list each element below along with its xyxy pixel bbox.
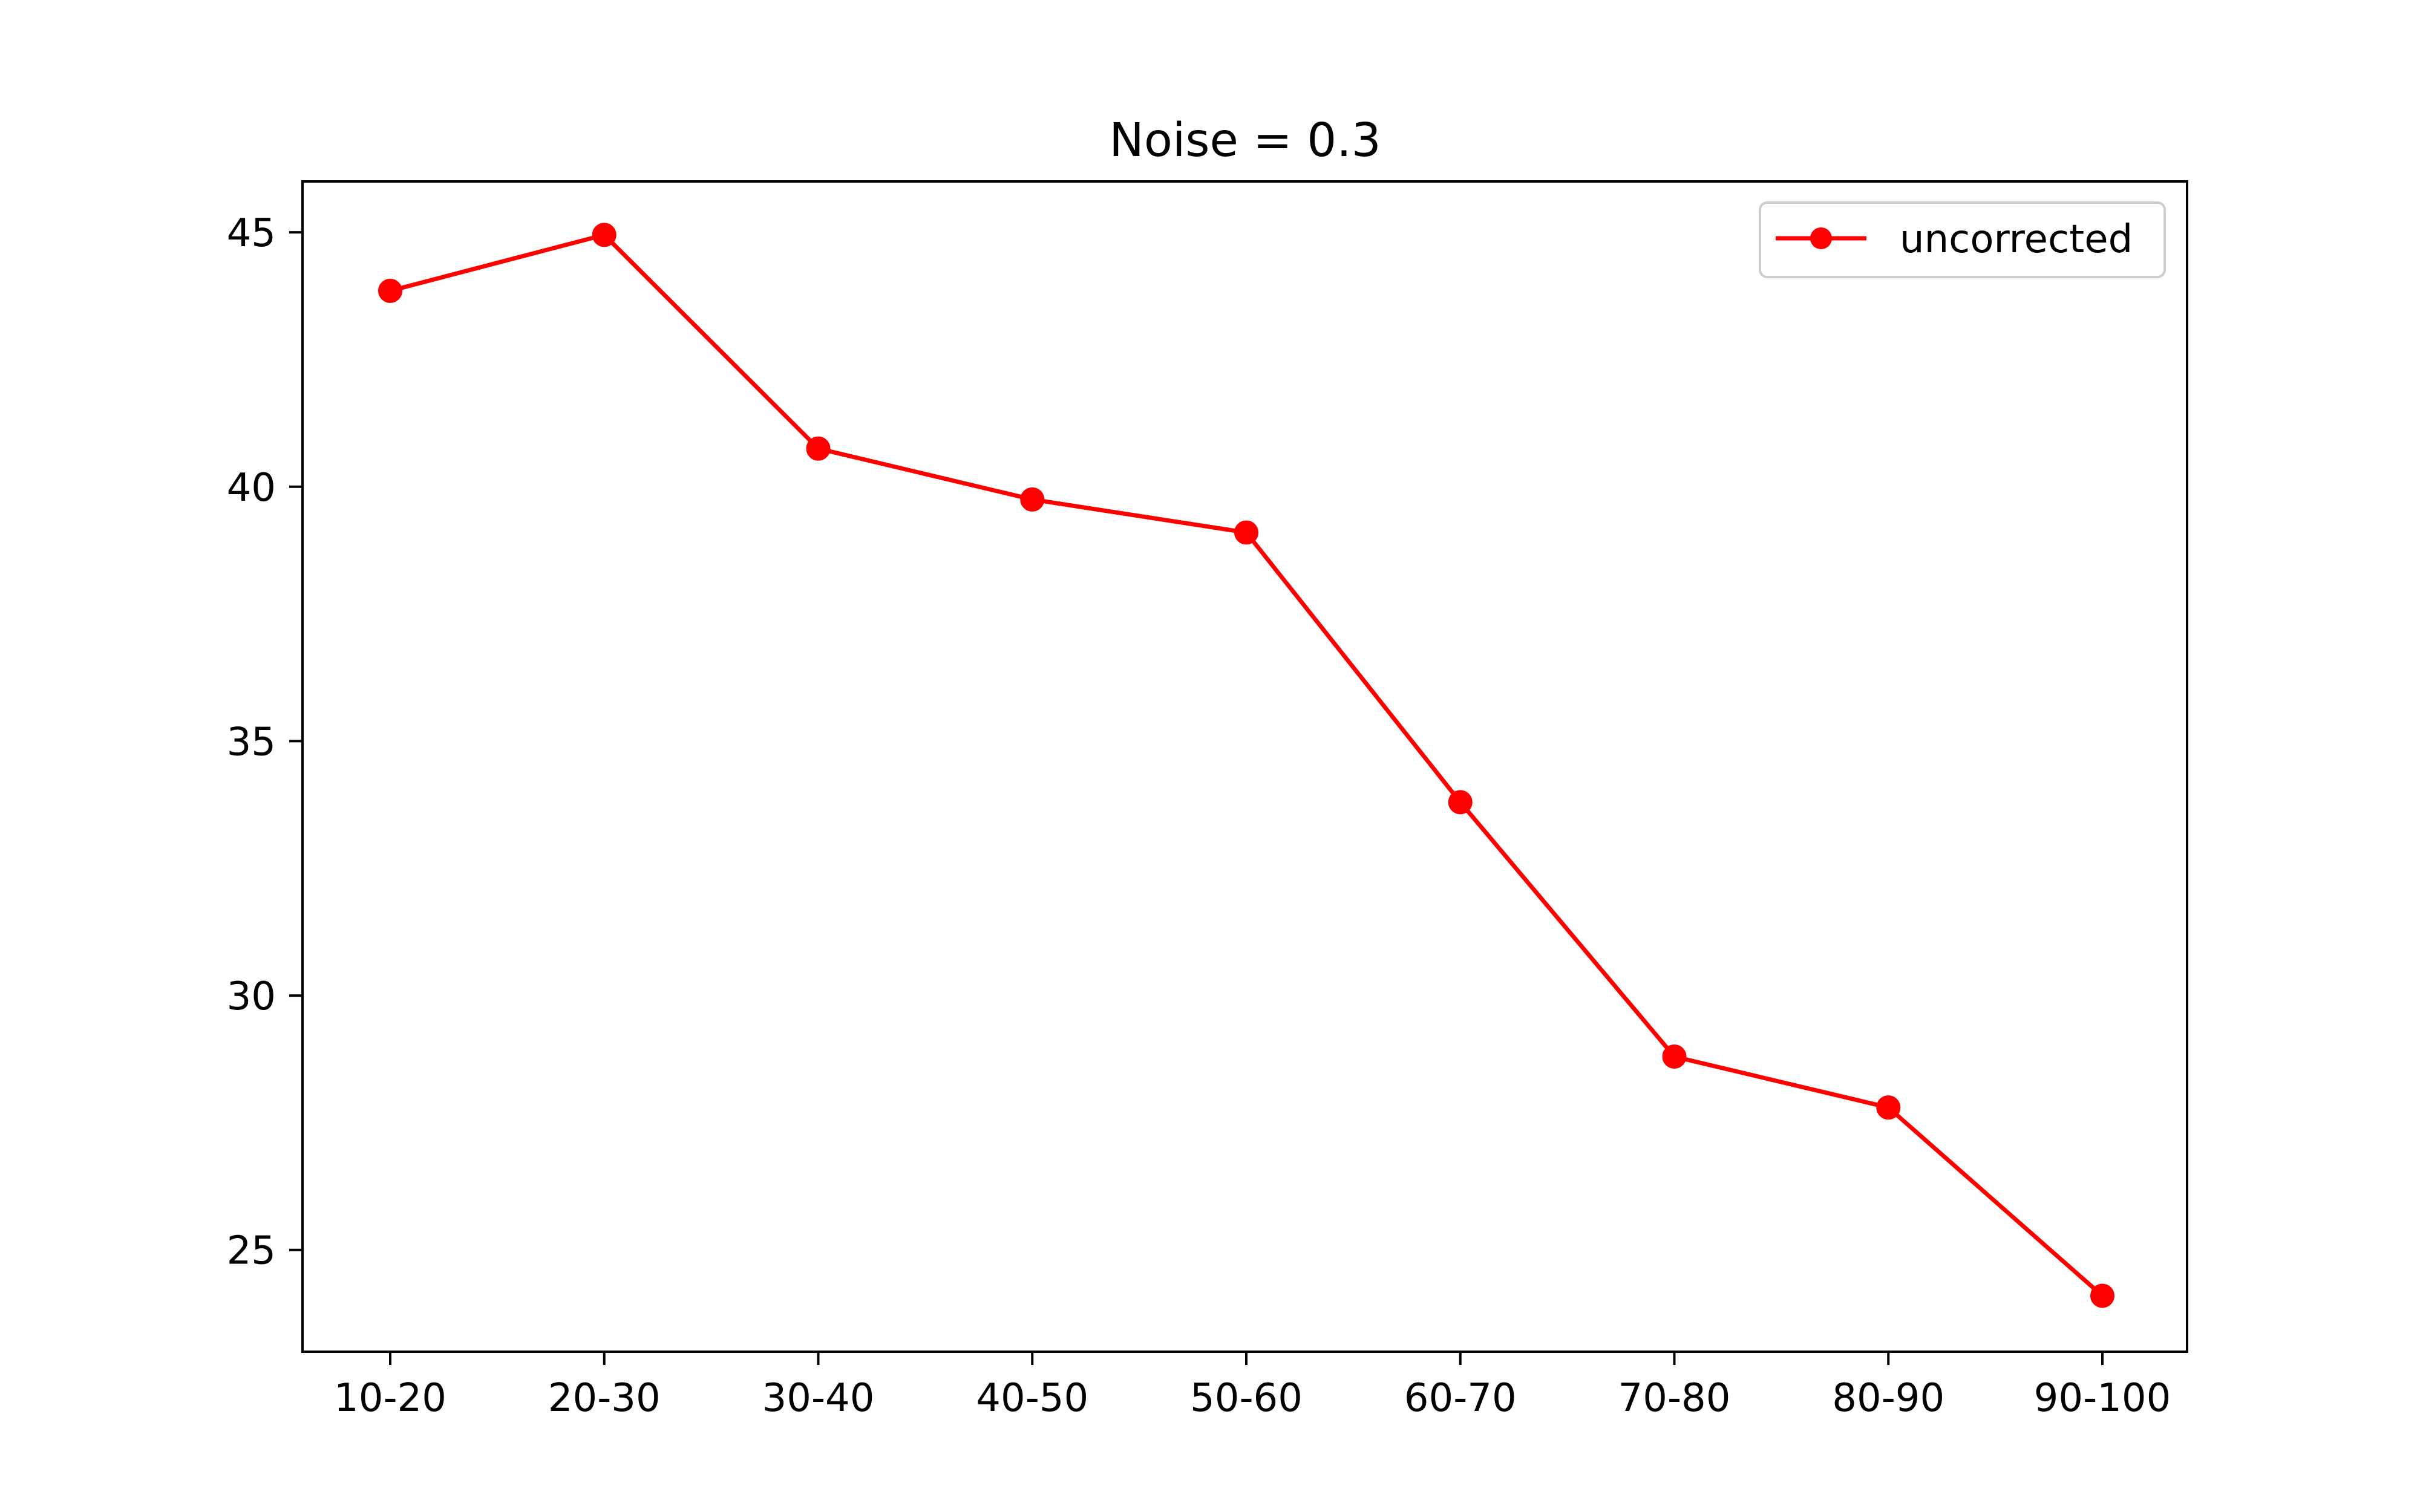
y-tick-label: 35: [227, 720, 276, 764]
legend-box: [1759, 201, 2166, 278]
legend-label-uncorrected: uncorrected: [1900, 217, 2133, 262]
x-axis: 10-20 20-30 30-40 40-50 50-60 60-70 70-80 80-90…: [334, 1352, 2171, 1421]
y-tick-label: 30: [227, 974, 276, 1019]
x-tick-label: 10-20: [334, 1376, 446, 1421]
data-point: [1020, 487, 1045, 512]
y-axis: 25 30 35 40 45: [227, 211, 302, 1274]
series-layer: [378, 223, 2114, 1308]
chart-title: Noise = 0.3: [1109, 114, 1381, 168]
data-point: [1448, 790, 1473, 815]
legend: uncorrected: [1759, 201, 2166, 278]
legend-marker-uncorrected: [1810, 227, 1832, 249]
x-tick-label: 60-70: [1404, 1376, 1517, 1421]
data-point: [1876, 1095, 1901, 1120]
data-point: [592, 223, 616, 247]
x-tick-label: 20-30: [548, 1376, 661, 1421]
y-tick-label: 40: [227, 466, 276, 510]
x-tick-label: 40-50: [976, 1376, 1088, 1421]
y-tick-label: 45: [227, 211, 276, 256]
x-tick-label: 70-80: [1618, 1376, 1731, 1421]
plot-frame: [301, 180, 2188, 1353]
data-point: [1234, 520, 1258, 545]
x-tick-label: 80-90: [1832, 1376, 1944, 1421]
data-point: [806, 436, 831, 461]
data-point: [2090, 1283, 2114, 1308]
x-tick-label: 90-100: [2034, 1376, 2171, 1421]
data-point: [378, 278, 402, 303]
data-point: [1662, 1044, 1687, 1069]
x-tick-label: 30-40: [762, 1376, 875, 1421]
y-tick-label: 25: [227, 1229, 276, 1274]
x-tick-label: 50-60: [1190, 1376, 1303, 1421]
